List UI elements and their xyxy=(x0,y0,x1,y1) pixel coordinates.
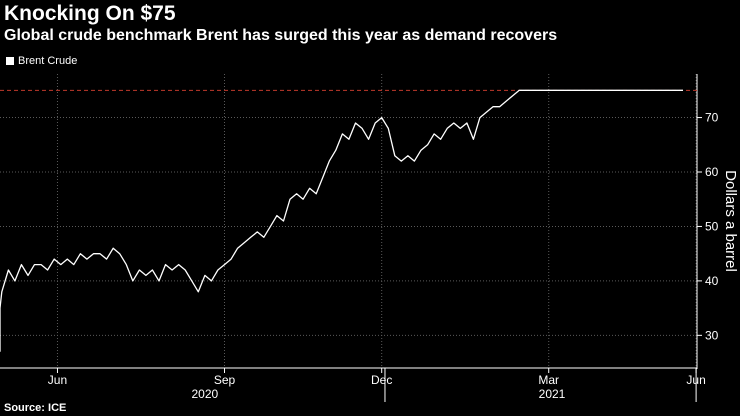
year-label: 2020 xyxy=(191,387,218,401)
y-tick-label: 50 xyxy=(705,219,719,233)
x-tick-label: Sep xyxy=(214,373,236,387)
series-line-brent-crude xyxy=(0,89,683,352)
source-note: Source: ICE xyxy=(4,402,67,414)
chart-subtitle: Global crude benchmark Brent has surged … xyxy=(4,27,558,44)
x-tick-label: Jun xyxy=(48,373,67,387)
x-tick-label: Dec xyxy=(371,373,392,387)
year-label: 2021 xyxy=(539,387,566,401)
y-tick-label: 40 xyxy=(705,274,719,288)
y-tick-label: 60 xyxy=(705,165,719,179)
y-tick-label: 30 xyxy=(705,328,719,342)
chart-title: Knocking On $75 xyxy=(4,2,176,25)
x-tick-label: Mar xyxy=(538,373,559,387)
legend-label: Brent Crude xyxy=(18,55,78,67)
legend: Brent Crude xyxy=(6,55,77,67)
y-axis-label: Dollars a barrel xyxy=(722,170,739,272)
legend-swatch xyxy=(6,57,14,65)
y-tick-label: 70 xyxy=(705,111,719,125)
